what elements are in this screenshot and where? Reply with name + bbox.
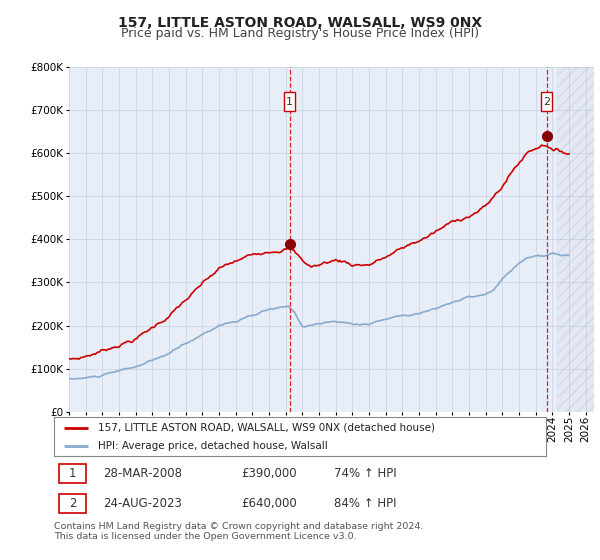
- Text: Price paid vs. HM Land Registry's House Price Index (HPI): Price paid vs. HM Land Registry's House …: [121, 27, 479, 40]
- Text: Contains HM Land Registry data © Crown copyright and database right 2024.
This d: Contains HM Land Registry data © Crown c…: [54, 522, 424, 542]
- Text: 74% ↑ HPI: 74% ↑ HPI: [334, 467, 397, 480]
- Text: £390,000: £390,000: [241, 467, 296, 480]
- Text: 1: 1: [69, 467, 76, 480]
- Text: 24-AUG-2023: 24-AUG-2023: [103, 497, 182, 510]
- Text: HPI: Average price, detached house, Walsall: HPI: Average price, detached house, Wals…: [98, 441, 328, 451]
- Bar: [557, 67, 594, 412]
- Text: 84% ↑ HPI: 84% ↑ HPI: [334, 497, 397, 510]
- FancyBboxPatch shape: [59, 494, 86, 514]
- FancyBboxPatch shape: [541, 92, 552, 111]
- Text: £640,000: £640,000: [241, 497, 297, 510]
- Text: 1: 1: [286, 97, 293, 106]
- Text: 157, LITTLE ASTON ROAD, WALSALL, WS9 0NX (detached house): 157, LITTLE ASTON ROAD, WALSALL, WS9 0NX…: [98, 423, 435, 433]
- Text: 28-MAR-2008: 28-MAR-2008: [103, 467, 182, 480]
- Text: 157, LITTLE ASTON ROAD, WALSALL, WS9 0NX: 157, LITTLE ASTON ROAD, WALSALL, WS9 0NX: [118, 16, 482, 30]
- FancyBboxPatch shape: [59, 464, 86, 483]
- FancyBboxPatch shape: [284, 92, 295, 111]
- Text: 2: 2: [69, 497, 76, 510]
- Bar: [557, 67, 594, 412]
- Text: 2: 2: [543, 97, 550, 106]
